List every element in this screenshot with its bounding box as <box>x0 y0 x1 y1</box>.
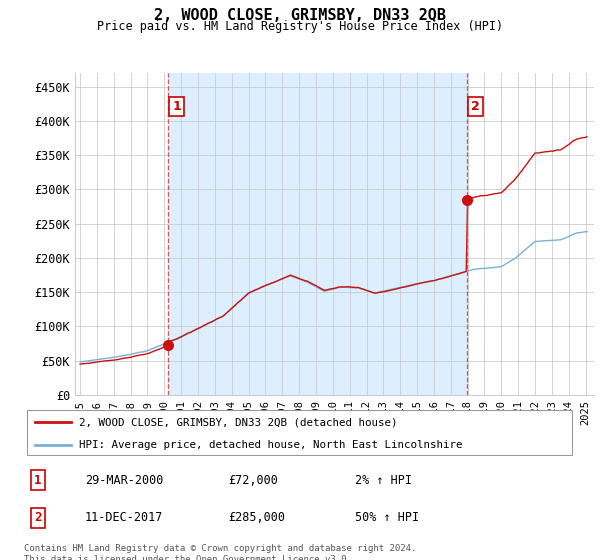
Text: 11-DEC-2017: 11-DEC-2017 <box>85 511 163 524</box>
Text: 2: 2 <box>34 511 41 524</box>
Bar <box>168 73 467 395</box>
Text: 2% ↑ HPI: 2% ↑ HPI <box>355 474 412 487</box>
Text: £285,000: £285,000 <box>228 511 285 524</box>
Text: 2, WOOD CLOSE, GRIMSBY, DN33 2QB (detached house): 2, WOOD CLOSE, GRIMSBY, DN33 2QB (detach… <box>79 417 398 427</box>
Text: 2: 2 <box>471 100 480 113</box>
Text: Price paid vs. HM Land Registry's House Price Index (HPI): Price paid vs. HM Land Registry's House … <box>97 20 503 32</box>
Text: 1: 1 <box>172 100 181 113</box>
Text: 2, WOOD CLOSE, GRIMSBY, DN33 2QB: 2, WOOD CLOSE, GRIMSBY, DN33 2QB <box>154 8 446 24</box>
Text: Contains HM Land Registry data © Crown copyright and database right 2024.
This d: Contains HM Land Registry data © Crown c… <box>24 544 416 560</box>
Text: 29-MAR-2000: 29-MAR-2000 <box>85 474 163 487</box>
Text: £72,000: £72,000 <box>228 474 278 487</box>
FancyBboxPatch shape <box>27 410 572 455</box>
Text: HPI: Average price, detached house, North East Lincolnshire: HPI: Average price, detached house, Nort… <box>79 440 463 450</box>
Text: 50% ↑ HPI: 50% ↑ HPI <box>355 511 419 524</box>
Text: 1: 1 <box>34 474 41 487</box>
